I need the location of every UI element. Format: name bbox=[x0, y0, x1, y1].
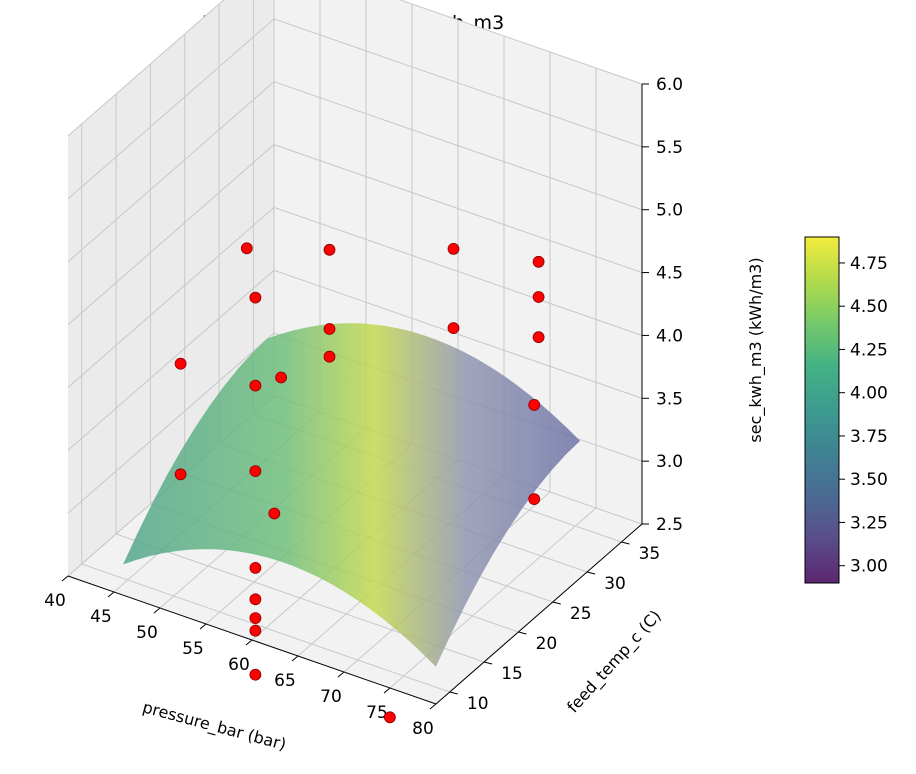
z-tick-label: 5.5 bbox=[656, 138, 683, 158]
axes-ticks: 40 45 50 55 60 65 70 75 80 10 15 20 25 30 35 2.5 3.0 3.5 4… bbox=[44, 75, 683, 739]
z-gridline bbox=[67, 144, 643, 325]
y-tick bbox=[518, 631, 527, 635]
x-tick-label: 65 bbox=[274, 671, 296, 691]
z-gridline bbox=[67, 269, 643, 451]
z-tick-label: 6.0 bbox=[656, 75, 683, 95]
x-tick bbox=[245, 639, 253, 646]
x-tick bbox=[199, 623, 207, 630]
data-point bbox=[528, 398, 541, 411]
x-tick bbox=[107, 591, 115, 598]
x-tick-label: 60 bbox=[228, 655, 250, 675]
x-tick-label: 75 bbox=[366, 703, 388, 723]
y-tick-label: 15 bbox=[501, 664, 523, 684]
data-point bbox=[447, 242, 460, 255]
colorbar-tick-label: 4.00 bbox=[850, 384, 888, 404]
z-tick-label: 2.5 bbox=[656, 515, 683, 535]
surface-sheet bbox=[123, 323, 581, 667]
z-axis-label: sec_kwh_m3 (kWh/m3) bbox=[746, 257, 766, 442]
x-tick bbox=[337, 671, 345, 678]
x-tick-label: 50 bbox=[136, 623, 158, 643]
colorbar-tick-label: 3.75 bbox=[850, 427, 888, 447]
colorbar-tick-label: 3.25 bbox=[850, 513, 888, 533]
z-gridline bbox=[67, 0, 643, 137]
data-point bbox=[249, 612, 262, 624]
z-tick-label: 3.5 bbox=[656, 389, 683, 409]
y-tick bbox=[586, 571, 596, 575]
y-axis-line bbox=[435, 523, 643, 705]
y-tick-label: 20 bbox=[536, 634, 558, 654]
colorbar bbox=[804, 236, 840, 584]
data-point bbox=[532, 331, 545, 344]
colorbar-tick-label: 4.75 bbox=[850, 254, 888, 274]
data-point bbox=[323, 243, 336, 256]
y-tick-label: 10 bbox=[467, 694, 489, 714]
y-tick bbox=[483, 661, 493, 665]
x-tick bbox=[291, 655, 299, 662]
response-surface bbox=[123, 323, 581, 667]
y-tick-label: 35 bbox=[639, 544, 661, 564]
data-point bbox=[447, 322, 460, 335]
z-gridline bbox=[67, 81, 643, 263]
y-tick-label: 30 bbox=[604, 574, 626, 594]
data-point bbox=[174, 468, 187, 481]
data-point bbox=[249, 291, 262, 304]
data-point bbox=[383, 711, 396, 724]
y-tick bbox=[621, 541, 630, 545]
x-axis-label: pressure_bar (bar) bbox=[140, 697, 288, 755]
data-point bbox=[240, 242, 253, 255]
data-point bbox=[174, 357, 187, 370]
data-points bbox=[174, 242, 545, 724]
data-point bbox=[249, 593, 262, 606]
z-tick-label: 5.0 bbox=[656, 201, 683, 221]
data-point bbox=[249, 668, 262, 681]
data-point bbox=[249, 465, 262, 478]
x-tick-label: 70 bbox=[320, 687, 342, 707]
colorbar-ticks: 3.00 3.25 3.50 3.75 4.00 4.25 4.50 4.75 bbox=[839, 254, 888, 577]
z-gridline bbox=[67, 206, 643, 388]
data-point bbox=[249, 624, 262, 637]
y-tick-label: 25 bbox=[570, 604, 592, 624]
x-tick bbox=[383, 687, 391, 694]
colorbar-tick-label: 4.50 bbox=[850, 297, 888, 317]
x-tick-label: 40 bbox=[44, 591, 66, 611]
data-point bbox=[323, 350, 336, 363]
data-point bbox=[275, 371, 288, 384]
x-tick-label: 80 bbox=[412, 719, 434, 739]
data-point bbox=[268, 507, 281, 520]
z-tick-label: 4.5 bbox=[656, 264, 683, 284]
data-point bbox=[249, 379, 262, 392]
x-tick bbox=[429, 703, 437, 710]
z-tick-label: 4.0 bbox=[656, 326, 683, 346]
colorbar-tick-label: 4.25 bbox=[850, 340, 888, 360]
x-tick-label: 55 bbox=[182, 639, 204, 659]
data-point bbox=[532, 255, 545, 268]
data-point bbox=[528, 493, 541, 506]
y-tick bbox=[552, 601, 561, 605]
data-point bbox=[532, 291, 545, 303]
x-tick bbox=[153, 607, 161, 614]
x-tick-label: 45 bbox=[90, 607, 112, 627]
z-gridline bbox=[67, 18, 643, 200]
y-tick bbox=[449, 691, 458, 695]
colorbar-tick-label: 3.50 bbox=[850, 470, 888, 490]
z-tick-label: 3.0 bbox=[656, 452, 683, 472]
data-point bbox=[249, 562, 262, 574]
colorbar-tick-label: 3.00 bbox=[850, 557, 888, 577]
data-point bbox=[323, 323, 336, 335]
x-tick bbox=[61, 575, 69, 582]
